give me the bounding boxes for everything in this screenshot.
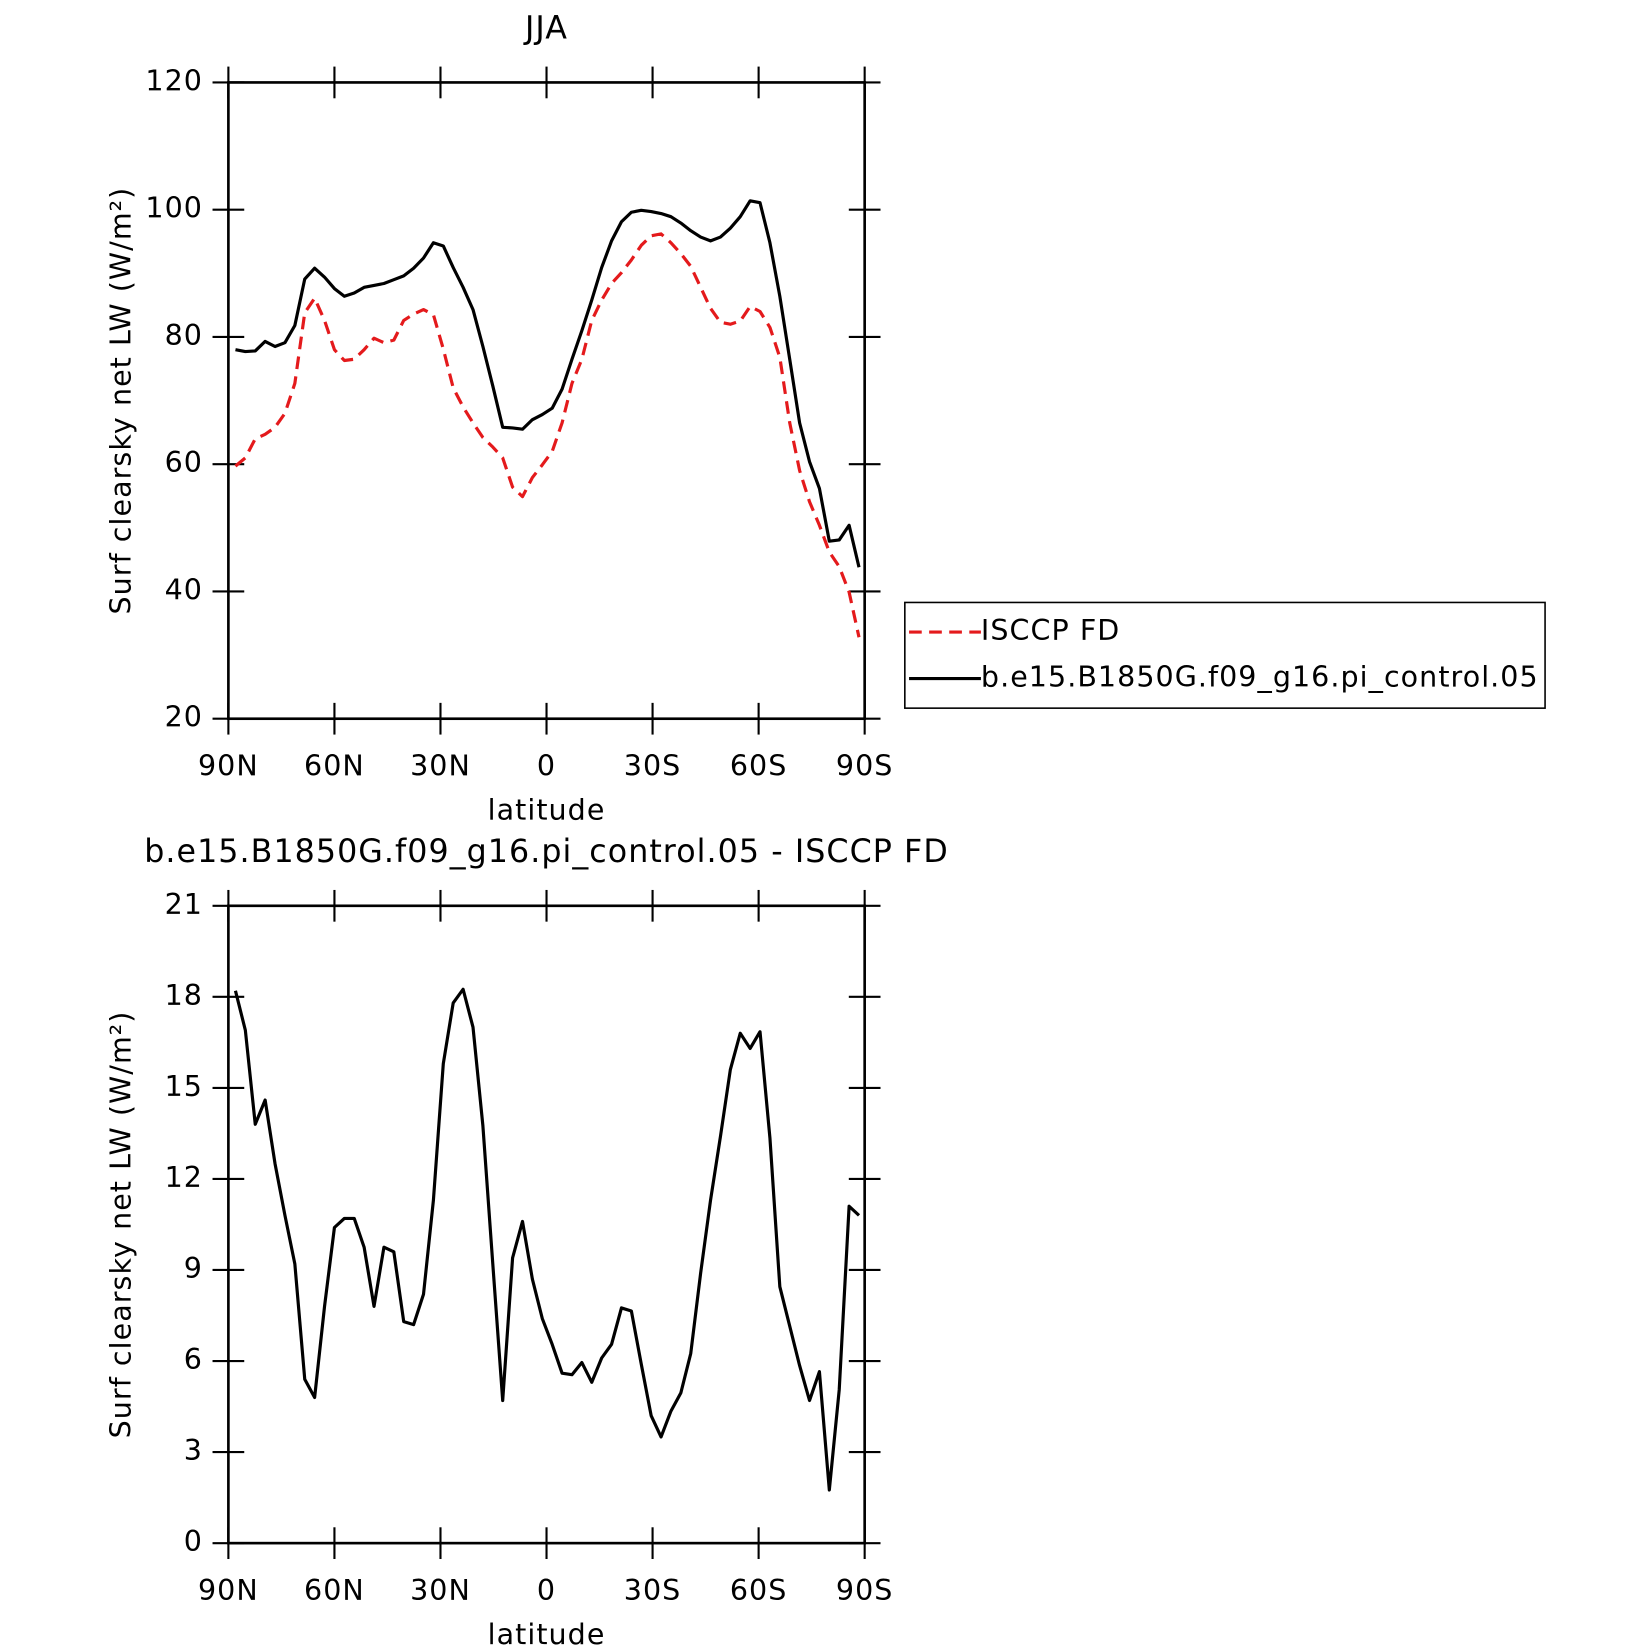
plot-frame (227, 81, 866, 721)
x-tick-label: 90N (198, 749, 259, 782)
x-tick-label: 30N (410, 1574, 471, 1607)
x-axis-label: latitude (488, 794, 606, 827)
x-tick-label: 60N (304, 749, 365, 782)
y-tick-label: 60 (165, 446, 203, 479)
x-tick-label: 90S (836, 749, 894, 782)
y-tick-label: 0 (184, 1525, 203, 1558)
x-axis-label: latitude (488, 1618, 606, 1651)
y-tick-label: 40 (165, 573, 203, 606)
data-line (233, 987, 861, 1492)
data-line (235, 199, 861, 568)
legend-box (904, 601, 1546, 709)
x-tick-label: 60S (730, 1574, 788, 1607)
y-axis-label: Surf clearsky net LW (W/m²) (105, 1011, 138, 1439)
x-tick-label: 30S (624, 1574, 682, 1607)
x-tick-label: 0 (537, 1574, 556, 1607)
chart-title: b.e15.B1850G.f09_g16.pi_control.05 - ISC… (144, 834, 949, 870)
y-tick-label: 80 (165, 319, 203, 352)
x-tick-label: 0 (537, 749, 556, 782)
x-tick-label: 90N (198, 1574, 259, 1607)
x-tick-label: 30S (624, 749, 682, 782)
y-tick-label: 21 (165, 888, 203, 921)
legend-label: b.e15.B1850G.f09_g16.pi_control.05 (981, 661, 1539, 694)
y-tick-label: 18 (165, 979, 203, 1012)
y-tick-label: 20 (165, 701, 203, 734)
y-tick-label: 3 (184, 1434, 203, 1467)
plot-frame (227, 904, 866, 1545)
x-tick-label: 30N (410, 749, 471, 782)
x-tick-label: 60N (304, 1574, 365, 1607)
data-line (234, 232, 861, 638)
x-tick-label: 60S (730, 749, 788, 782)
chart-title: JJA (523, 11, 568, 47)
legend-label: ISCCP FD (981, 614, 1120, 647)
legend: ISCCP FD b.e15.B1850G.f09_g16.pi_control.… (904, 601, 1546, 709)
x-tick-label: 90S (836, 1574, 894, 1607)
y-tick-label: 12 (165, 1161, 203, 1194)
y-axis-label: Surf clearsky net LW (W/m²) (105, 187, 138, 615)
y-tick-label: 120 (145, 64, 203, 97)
y-tick-label: 15 (165, 1070, 203, 1103)
y-tick-label: 6 (184, 1343, 203, 1376)
y-tick-label: 100 (145, 192, 203, 225)
y-tick-label: 9 (184, 1252, 203, 1285)
